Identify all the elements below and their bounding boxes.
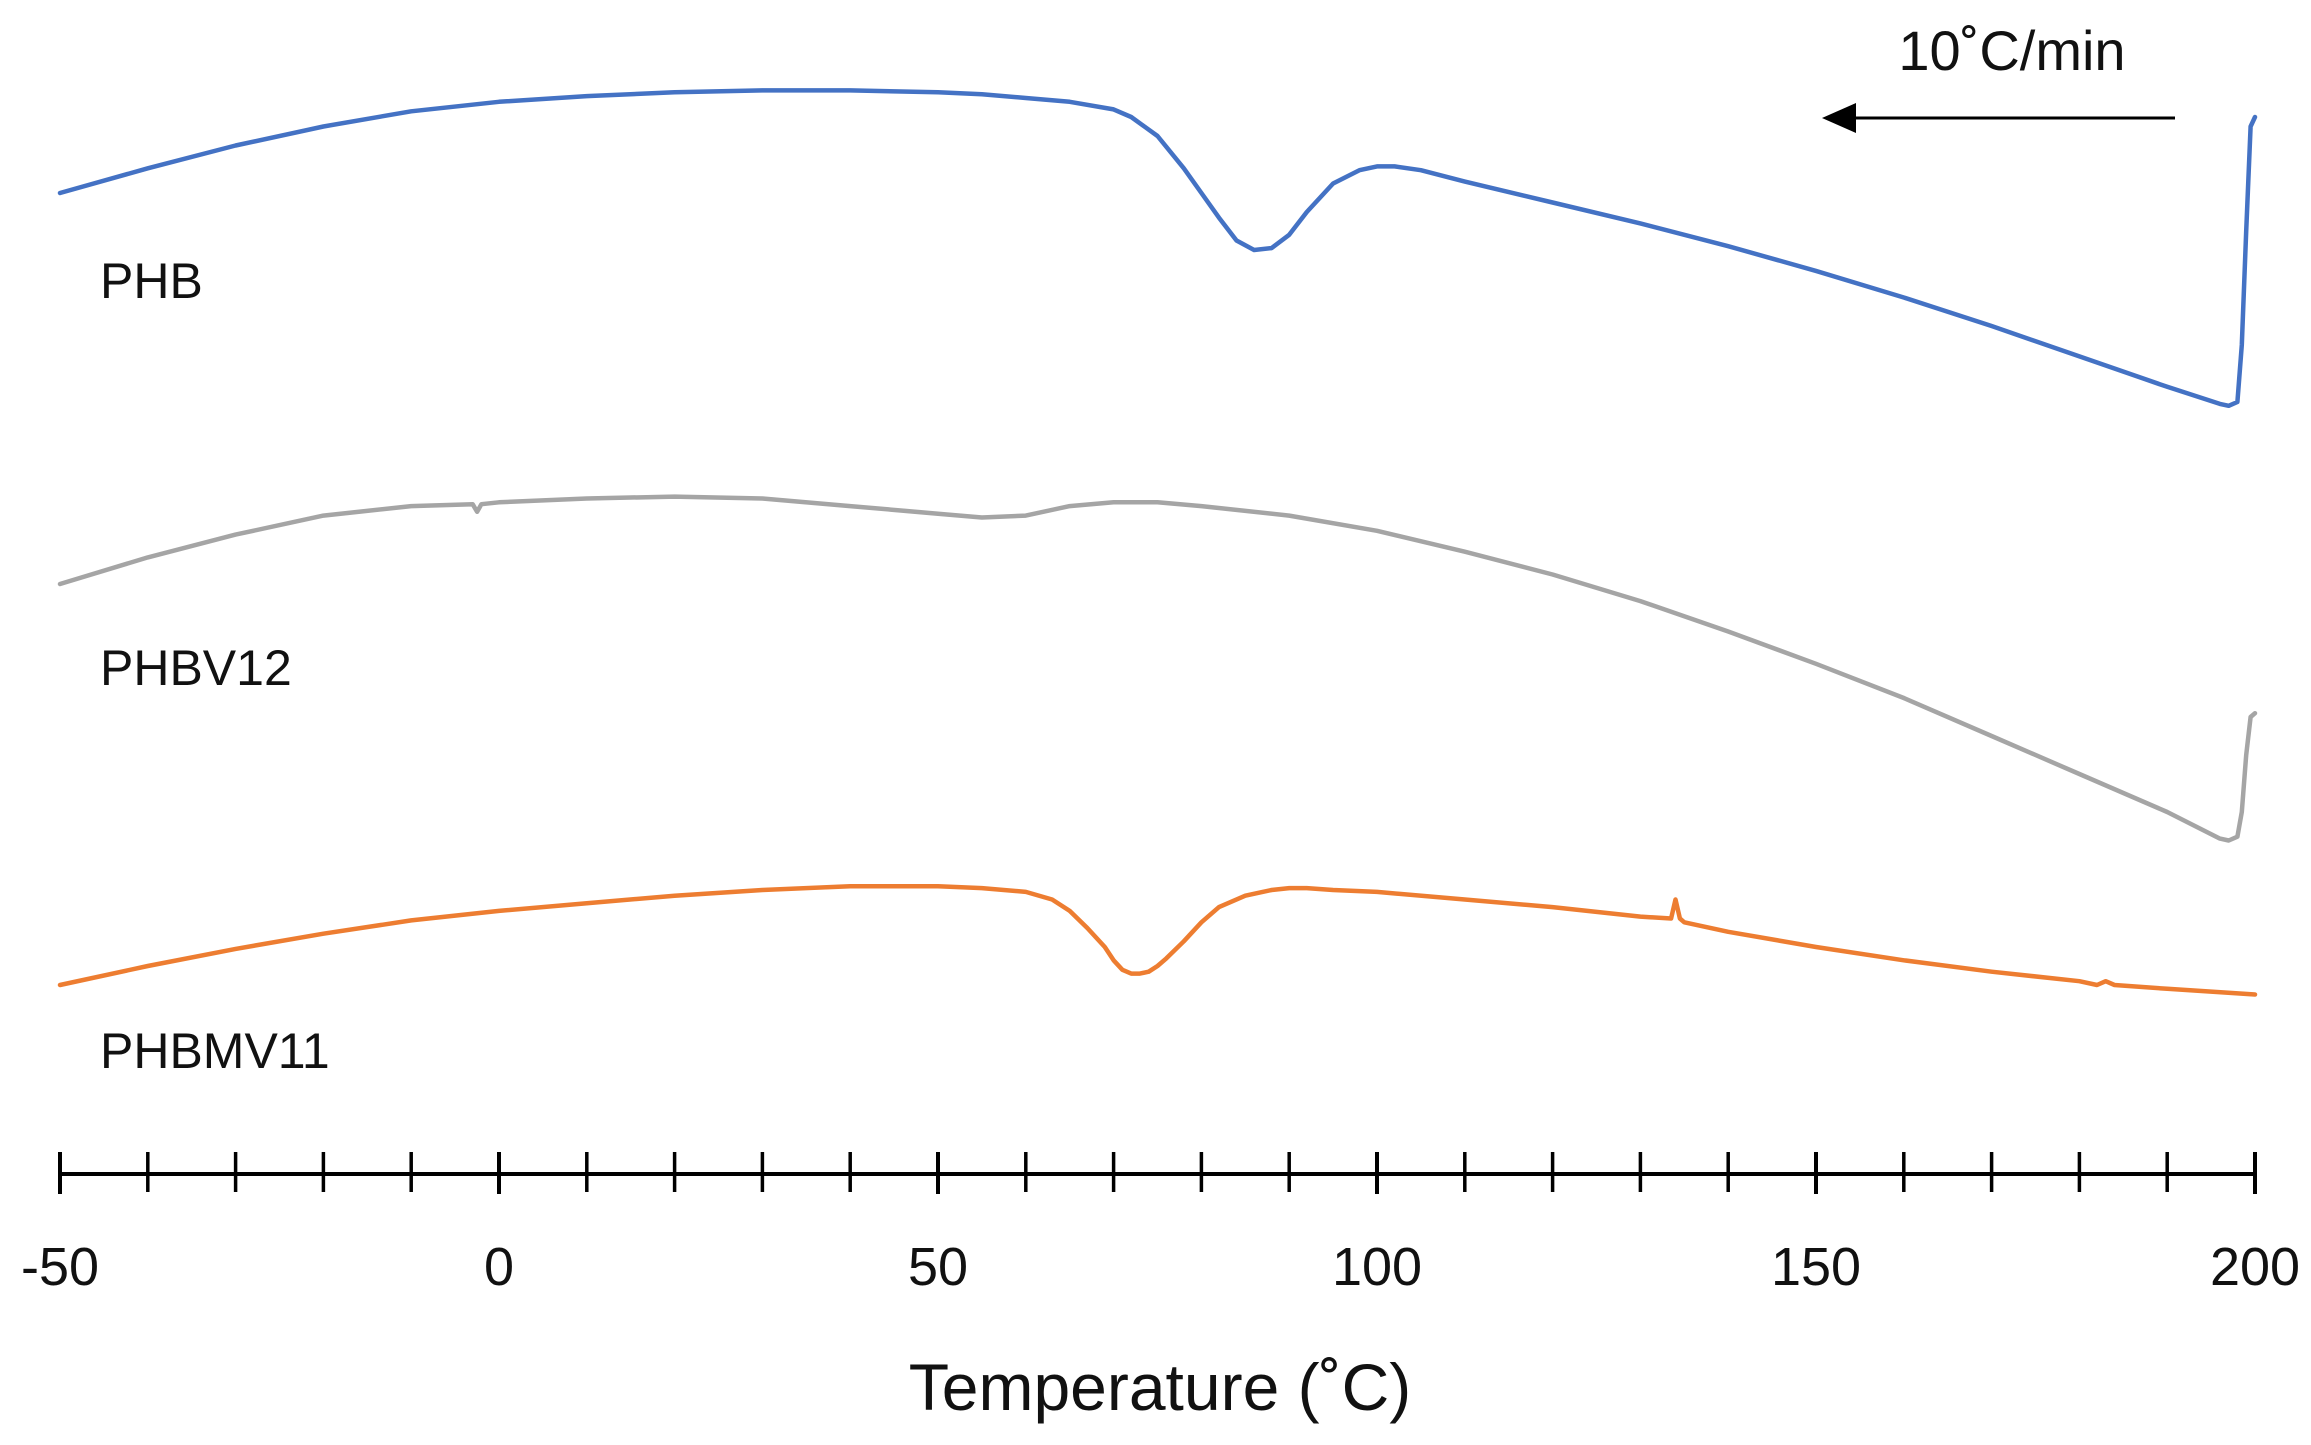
series-curves: [57, 88, 2258, 997]
cooling-rate-label: 10˚C/min: [1898, 19, 2125, 82]
series-line-phb: [57, 88, 2258, 409]
series-line-phbv12: [57, 494, 2258, 843]
x-tick-label-150: 150: [1771, 1237, 1861, 1297]
x-tick-label--50: -50: [21, 1237, 99, 1297]
x-axis-title: Temperature (˚C): [909, 1350, 1411, 1424]
cooling-direction-arrow-head: [1822, 103, 1856, 133]
x-axis: -50 0 50 100 150 200: [21, 1152, 2300, 1297]
x-axis-tick-labels: -50 0 50 100 150 200: [21, 1237, 2300, 1297]
series-line-phbmv11: [57, 883, 2258, 997]
x-axis-ticks: [58, 1152, 2257, 1194]
series-labels: PHB PHBV12 PHBMV11: [100, 253, 330, 1079]
series-label-phbmv11: PHBMV11: [100, 1023, 330, 1079]
x-tick-label-200: 200: [2210, 1237, 2300, 1297]
x-tick-label-100: 100: [1332, 1237, 1422, 1297]
x-tick-label-0: 0: [484, 1237, 514, 1297]
cooling-rate-note: 10˚C/min: [1822, 19, 2175, 133]
x-tick-label-50: 50: [908, 1237, 968, 1297]
series-label-phb: PHB: [100, 253, 203, 309]
series-label-phbv12: PHBV12: [100, 640, 292, 696]
